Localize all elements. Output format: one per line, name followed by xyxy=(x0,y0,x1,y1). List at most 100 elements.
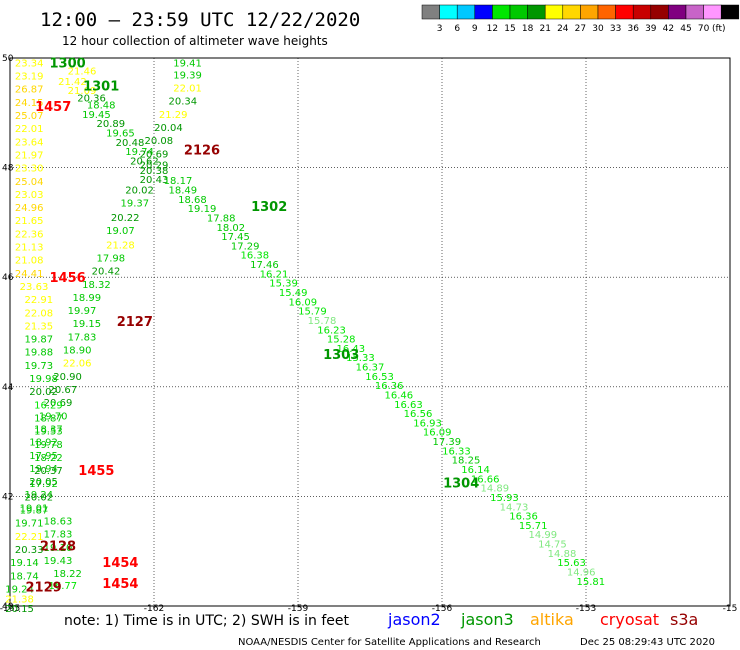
wave-height-value: 19.94 xyxy=(29,464,58,475)
chart-title: 12:00 – 23:59 UTC 12/22/2020 xyxy=(40,9,360,31)
wave-height-value: 19.78 xyxy=(34,440,63,451)
wave-height-value: 20.02 xyxy=(125,186,154,197)
wave-height-value: 20.22 xyxy=(111,213,140,224)
wave-height-value: 26.87 xyxy=(15,85,44,96)
chart-subtitle: 12 hour collection of altimeter wave hei… xyxy=(62,34,328,48)
legend-swatch xyxy=(668,4,687,20)
axis-ticks: -165 -162 -159 -156 -153 -15 40 42 44 46 48 50 xyxy=(0,54,737,614)
legend-label: 30 xyxy=(592,24,604,34)
legend-swatch xyxy=(632,4,652,20)
x-tick-label: -165 xyxy=(0,604,20,614)
wave-height-value: 20.37 xyxy=(34,466,63,477)
wave-height-value: 18.37 xyxy=(34,424,63,435)
wave-height-value: 16.46 xyxy=(384,390,413,401)
pass-number-label: 1303 xyxy=(323,348,359,363)
wave-height-value: 22.06 xyxy=(63,359,92,370)
wave-height-value: 16.77 xyxy=(48,581,77,592)
wave-height-value: 17.83 xyxy=(68,332,97,343)
mission-cryosat: cryosat xyxy=(600,610,659,629)
legend-label: 36 xyxy=(627,24,639,34)
legend-label: 18 xyxy=(522,24,534,34)
wave-height-value: 23.64 xyxy=(15,137,44,148)
wave-height-value: 20.05 xyxy=(29,477,58,488)
wave-height-value: 15.39 xyxy=(269,279,298,290)
wave-height-value: 17.98 xyxy=(96,253,125,264)
pass-number-label: 2127 xyxy=(117,315,153,330)
legend-swatch xyxy=(492,4,511,20)
y-tick-label: 42 xyxy=(2,492,13,502)
wave-height-value: 20.15 xyxy=(5,604,34,615)
wave-height-value: 19.87 xyxy=(20,506,49,517)
wave-height-value: 21.29 xyxy=(159,110,188,121)
wave-height-value: 18.90 xyxy=(63,346,92,357)
legend-swatch xyxy=(562,4,581,20)
wave-height-value: 17.88 xyxy=(207,213,236,224)
y-tick-label: 40 xyxy=(2,602,14,612)
wave-height-value: 20.89 xyxy=(96,119,125,130)
pass-number-label: 1300 xyxy=(50,56,86,71)
wave-height-value: 16.36 xyxy=(509,512,538,523)
wave-height-value: 16.63 xyxy=(394,400,423,411)
wave-height-value: 21.09 xyxy=(68,86,97,97)
wave-height-value: 19.01 xyxy=(20,503,49,514)
wave-height-value: 20.90 xyxy=(53,372,82,383)
legend-label: 6 xyxy=(454,24,460,34)
wave-height-value: 21.65 xyxy=(15,216,44,227)
legend-swatch xyxy=(439,4,458,20)
wave-height-value: 16.33 xyxy=(442,446,471,457)
wave-height-value: 21.97 xyxy=(15,150,44,161)
wave-height-value: 17.92 xyxy=(29,479,58,490)
legend-label: 15 xyxy=(504,24,515,34)
wave-height-value: 19.14 xyxy=(10,558,39,569)
wave-height-value: 19.10 xyxy=(44,543,73,554)
wave-height-value: 23.30 xyxy=(15,164,44,175)
wave-height-value: 17.39 xyxy=(432,437,461,448)
wave-height-value: 22.01 xyxy=(15,124,44,135)
wave-height-value: 16.66 xyxy=(471,474,500,485)
wave-height-value: 19.24 xyxy=(24,490,53,501)
mission-jason3: jason3 xyxy=(460,610,514,629)
wave-height-value: 18.32 xyxy=(82,280,111,291)
wave-height-value: 14.99 xyxy=(528,530,557,541)
wave-height-value: 17.83 xyxy=(44,530,73,541)
wave-height-value: 18.48 xyxy=(87,101,116,112)
wave-height-value: 20.02 xyxy=(24,492,53,503)
wave-height-value: 19.70 xyxy=(39,411,68,422)
wave-height-value: 20.69 xyxy=(44,398,73,409)
x-tick-label: -159 xyxy=(288,604,309,614)
wave-height-value: 22.36 xyxy=(15,229,44,240)
wave-height-value: 22.21 xyxy=(15,532,44,543)
wave-height-value: 16.23 xyxy=(317,325,346,336)
wave-height-value: 19.71 xyxy=(15,519,44,530)
wave-height-value: 15.79 xyxy=(298,307,327,318)
pass-number-label: 2129 xyxy=(26,580,62,595)
wave-height-value: 25.07 xyxy=(15,111,44,122)
wave-height-value: 20.62 xyxy=(130,156,159,167)
wave-height-value: 23.19 xyxy=(15,72,44,83)
x-tick-label: -162 xyxy=(144,604,164,614)
wave-height-value: 15.49 xyxy=(279,288,308,299)
footer-credit: NOAA/NESDIS Center for Satellite Applica… xyxy=(238,637,541,648)
wave-height-value: 21.46 xyxy=(68,67,97,78)
wave-height-value: 18.22 xyxy=(53,569,82,580)
legend-swatch xyxy=(509,4,528,20)
wave-height-value: 17.29 xyxy=(231,241,260,252)
wave-height-value: 20.67 xyxy=(48,385,77,396)
legend-swatch xyxy=(650,4,669,20)
wave-height-value: 21.35 xyxy=(24,321,53,332)
legend-swatch xyxy=(474,4,493,20)
wave-height-value: 20.02 xyxy=(29,387,58,398)
wave-height-value: 20.43 xyxy=(140,175,169,186)
wave-height-value: 19.45 xyxy=(82,110,111,121)
legend-swatch xyxy=(580,4,599,20)
wave-height-value: 19.37 xyxy=(120,199,149,210)
wave-height-value: 19.98 xyxy=(29,374,58,385)
legend-swatch xyxy=(421,4,440,20)
mission-s3a: s3a xyxy=(670,610,698,629)
wave-height-value: 15.28 xyxy=(327,335,356,346)
pass-number-label: 1456 xyxy=(50,271,86,286)
wave-height-value: 18.68 xyxy=(178,195,207,206)
wave-height-value: 14.96 xyxy=(567,567,596,578)
wave-height-value: 22.08 xyxy=(24,308,53,319)
